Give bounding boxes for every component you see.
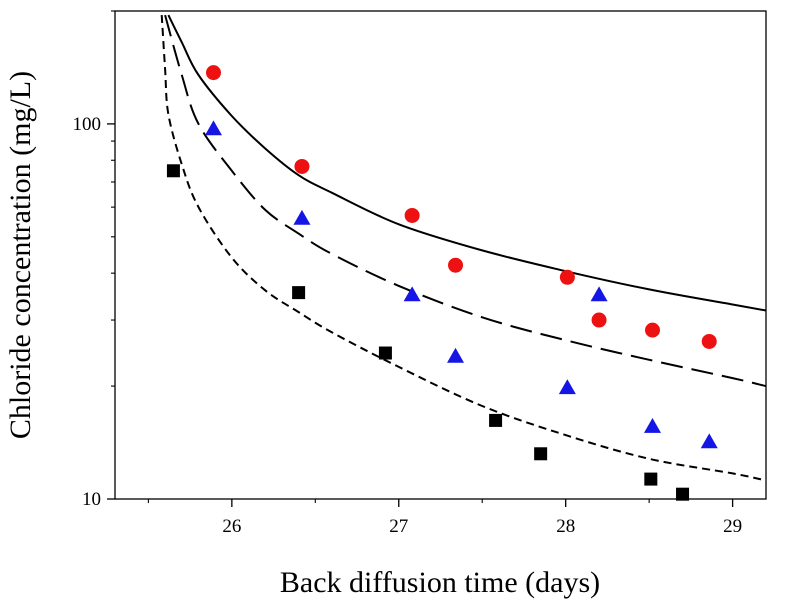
squares-point	[292, 286, 306, 300]
squares-point	[534, 447, 548, 461]
circles-point	[701, 333, 717, 349]
squares-point	[166, 164, 180, 178]
squares-point	[644, 472, 658, 486]
y-axis-title: Chloride concentration (mg/L)	[4, 71, 37, 439]
triangles-point	[643, 418, 661, 433]
triangles-point	[293, 209, 311, 225]
squares-point	[489, 413, 503, 427]
triangles-point	[403, 286, 421, 302]
y-axis: 10 100	[73, 10, 115, 510]
triangles-point	[700, 433, 718, 449]
triangles-point	[590, 286, 608, 302]
triangles-point	[447, 347, 465, 363]
x-tick-label: 29	[723, 516, 742, 537]
circles-point	[448, 257, 464, 273]
circles-point	[591, 312, 607, 328]
x-axis: 26 27 28 29	[147, 499, 742, 537]
y-tick-label: 100	[73, 114, 102, 135]
circles-point	[404, 207, 420, 223]
long-dash-curve	[164, 14, 766, 388]
x-tick-label: 27	[389, 516, 408, 537]
plot-frame	[114, 10, 767, 500]
circles-point	[559, 269, 575, 285]
short-dash-curve	[160, 15, 766, 482]
x-tick-label: 28	[556, 516, 575, 537]
x-axis-title: Back diffusion time (days)	[280, 566, 600, 599]
circles-point	[644, 322, 660, 338]
y-tick-label: 10	[82, 489, 101, 510]
triangles-point	[558, 379, 576, 395]
circles-point	[294, 158, 310, 174]
triangles-point	[204, 120, 222, 136]
data-points	[166, 65, 718, 501]
squares-point	[676, 487, 690, 501]
squares-point	[378, 346, 392, 360]
model-curves	[160, 14, 766, 482]
circles-point	[205, 65, 221, 81]
x-tick-label: 26	[222, 516, 241, 537]
solid-curve	[167, 14, 766, 312]
